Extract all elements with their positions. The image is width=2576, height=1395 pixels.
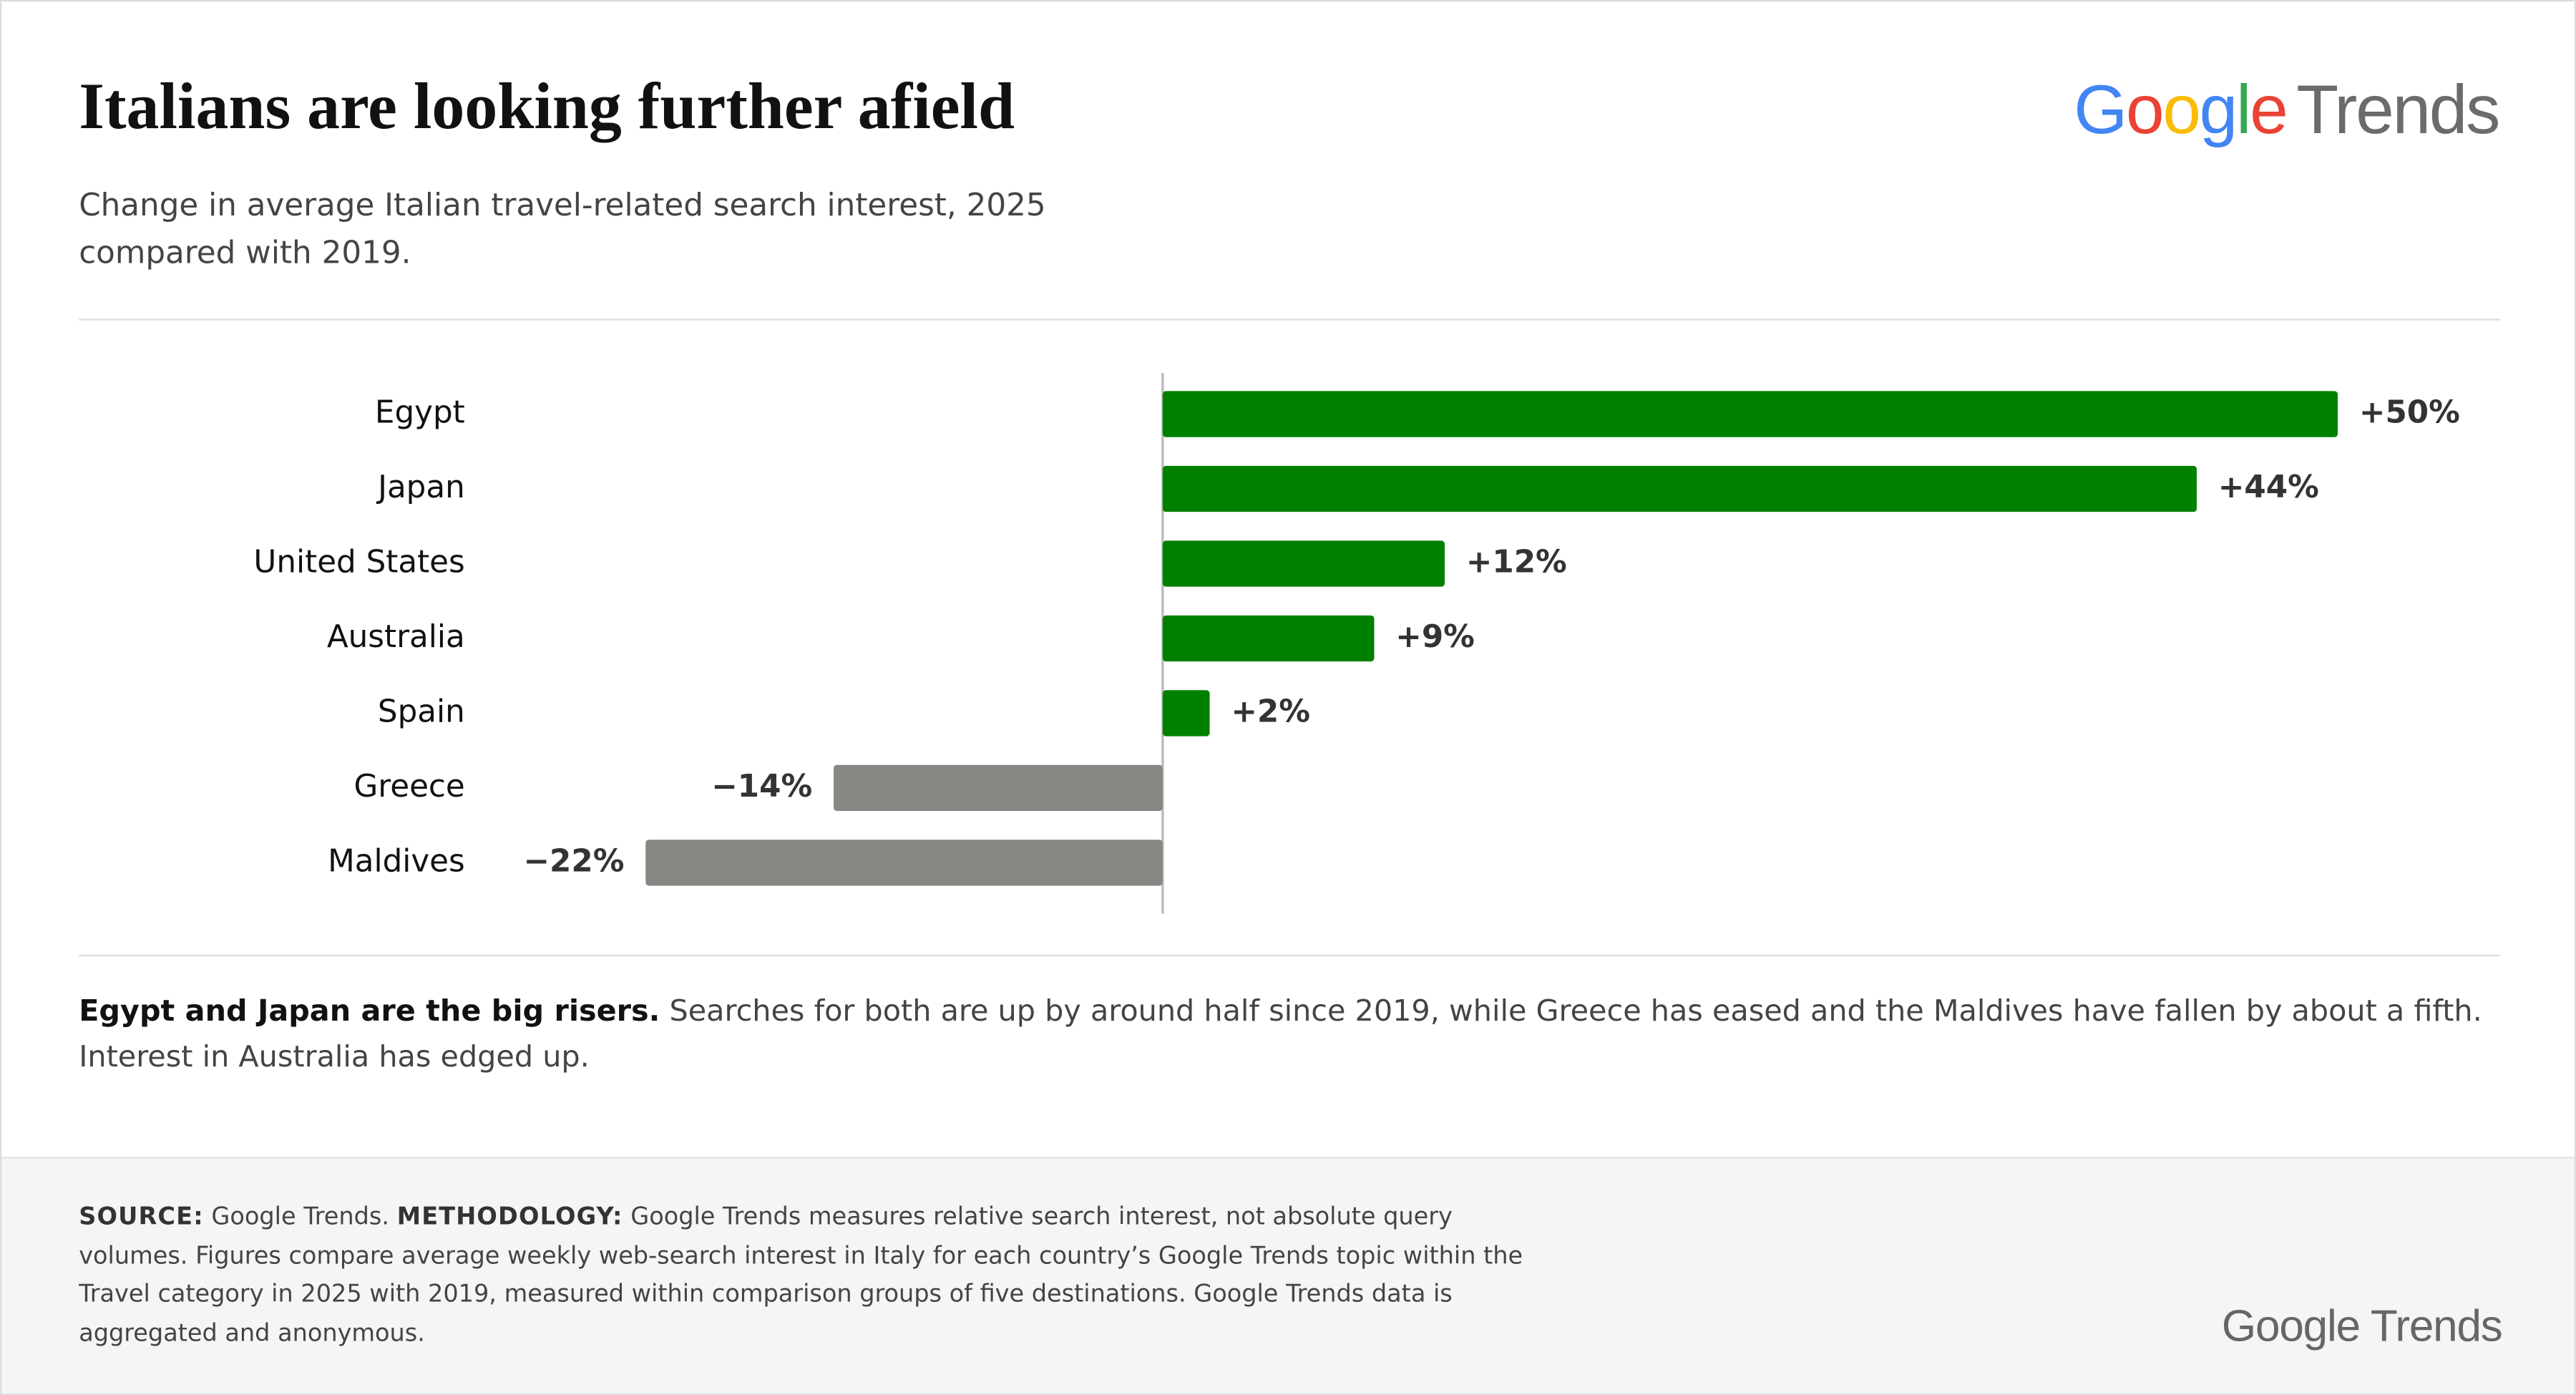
bar [1162,690,1210,737]
bar [1162,465,2197,512]
bar [1162,615,1375,662]
value-label: +9% [1395,619,1475,655]
value-label: +2% [1231,694,1310,729]
source-label: SOURCE: [79,1202,204,1231]
value-label: +12% [1466,544,1567,580]
methodology-label: METHODOLOGY: [396,1202,623,1231]
logo-product: Trends [2296,70,2500,148]
category-label: Greece [354,769,465,805]
title: Italians are looking further afield [79,69,1015,143]
logo-letter: l [2236,70,2252,148]
footer-text: SOURCE: Google Trends. METHODOLOGY: Goog… [79,1198,1541,1353]
bar [1162,391,2338,437]
bar [1162,540,1445,587]
note-lead: Egypt and Japan are the big risers. [79,994,660,1029]
logo-brand: Google [2221,1301,2361,1351]
logo-letter: g [2199,70,2238,148]
logo-letter: o [2126,70,2165,148]
logo-letter: o [2162,70,2201,148]
category-label: Australia [327,619,465,655]
source: Google Trends. [211,1202,390,1231]
chart: Egypt +50% Japan +44% United States +12% Austr… [79,319,2501,957]
logo-letter: e [2250,70,2288,148]
category-label: United States [253,544,464,580]
category-label: Egypt [375,395,465,431]
bar [645,840,1163,886]
footer: SOURCE: Google Trends. METHODOLOGY: Goog… [1,1157,2575,1394]
category-label: Spain [378,694,465,729]
logo-brand: Google [2074,70,2288,148]
logo-letter: G [2074,70,2127,148]
value-label: −22% [524,843,625,879]
value-label: −14% [711,769,812,805]
value-label: +44% [2218,470,2319,505]
logo: Google Trends [2074,70,2500,150]
footer-logo: Google Trends [2221,1301,2503,1352]
note-text: Searches for both are up by around half … [79,994,2482,1075]
value-label: +50% [2359,395,2460,431]
note: Egypt and Japan are the big risers. Sear… [79,989,2500,1082]
logo-product: Trends [2370,1301,2503,1351]
category-label: Japan [376,470,465,505]
subtitle: Change in average Italian travel-related… [79,187,1046,271]
methodology: Google Trends measures relative search i… [79,1202,1523,1347]
bar [834,764,1163,812]
category-label: Maldives [328,843,465,879]
